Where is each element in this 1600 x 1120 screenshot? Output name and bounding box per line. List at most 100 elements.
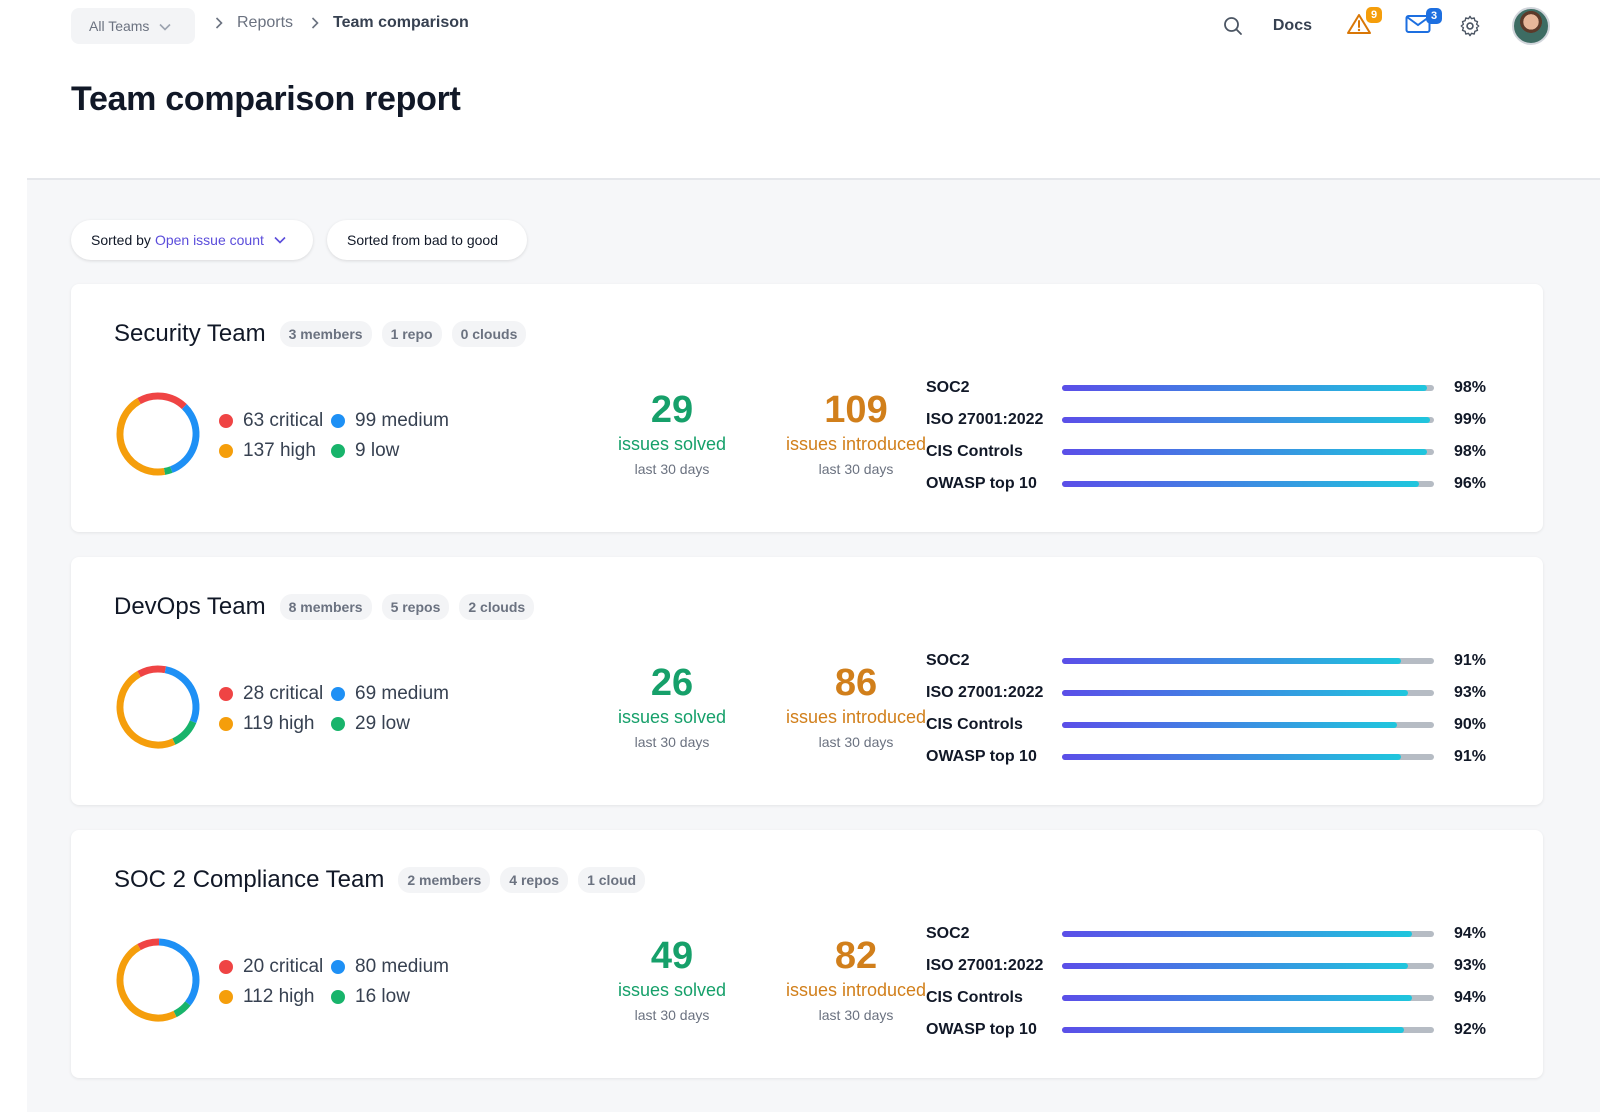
issues-solved-period: last 30 days (634, 1007, 710, 1023)
low-dot (331, 990, 345, 1004)
team-selector-label: All Teams (89, 18, 150, 34)
donut-segment-low (116, 392, 200, 476)
team-card-header: Security Team 3 members 1 repo 0 clouds (114, 320, 536, 348)
compliance-row: CIS Controls 94% (926, 982, 1486, 1014)
search-icon[interactable] (1221, 16, 1245, 36)
compliance-progress-bar (1061, 1027, 1435, 1033)
compliance-progress-bar (1061, 995, 1435, 1001)
severity-legend: 63 critical 99 medium 137 high 9 low (219, 406, 469, 466)
legend-critical: 20 critical (219, 956, 331, 978)
critical-dot (219, 414, 233, 428)
medium-dot (331, 687, 345, 701)
messages-button[interactable]: 3 (1402, 7, 1442, 39)
legend-critical: 63 critical (219, 410, 331, 432)
team-card[interactable]: DevOps Team 8 members 5 repos 2 clouds 2… (71, 557, 1543, 805)
compliance-percent: 90% (1453, 716, 1486, 733)
compliance-progress-fill (1061, 417, 1431, 423)
breadcrumb-reports[interactable]: Reports (237, 14, 294, 31)
team-name[interactable]: Security Team (114, 320, 266, 347)
legend-medium: 99 medium (331, 410, 449, 432)
medium-count: 80 medium (355, 956, 449, 977)
issues-introduced-stat: 82 issues introduced last 30 days (771, 934, 941, 1026)
repos-chip: 4 repos (500, 867, 569, 893)
team-name[interactable]: DevOps Team (114, 593, 266, 620)
issues-solved-stat: 29 issues solved last 30 days (587, 388, 757, 480)
donut-segment-low (116, 938, 200, 1022)
team-selector[interactable]: All Teams (71, 8, 195, 44)
critical-dot (219, 687, 233, 701)
issues-solved-stat: 49 issues solved last 30 days (587, 934, 757, 1026)
compliance-list: SOC2 98% ISO 27001:2022 99% CIS Controls… (926, 372, 1486, 500)
high-dot (219, 717, 233, 731)
legend-high: 137 high (219, 440, 331, 462)
clouds-chip: 2 clouds (459, 594, 535, 620)
issues-introduced-period: last 30 days (818, 1007, 894, 1023)
donut-segment-medium (116, 938, 200, 1022)
compliance-progress-fill (1061, 385, 1427, 391)
compliance-list: SOC2 94% ISO 27001:2022 93% CIS Controls… (926, 918, 1486, 1046)
legend-high: 119 high (219, 713, 331, 735)
clouds-chip: 0 clouds (451, 321, 527, 347)
donut-segment-critical (116, 938, 200, 1022)
donut-segment-high (116, 938, 200, 1022)
donut-segment-low (116, 665, 200, 749)
compliance-row: OWASP top 10 96% (926, 468, 1486, 500)
compliance-row: SOC2 91% (926, 645, 1486, 677)
framework-name: SOC2 (926, 379, 970, 396)
team-card[interactable]: Security Team 3 members 1 repo 0 clouds … (71, 284, 1543, 532)
legend-medium: 80 medium (331, 956, 449, 978)
framework-name: SOC2 (926, 652, 970, 669)
compliance-progress-bar (1061, 931, 1435, 937)
compliance-progress-bar (1061, 722, 1435, 728)
critical-dot (219, 960, 233, 974)
severity-legend: 20 critical 80 medium 112 high 16 low (219, 952, 469, 1012)
high-dot (219, 444, 233, 458)
issues-introduced-label: issues introduced (785, 980, 927, 1000)
issues-introduced-stat: 86 issues introduced last 30 days (771, 661, 941, 753)
warning-icon (1346, 13, 1372, 40)
compliance-row: ISO 27001:2022 93% (926, 950, 1486, 982)
alerts-button[interactable]: 9 (1344, 6, 1382, 40)
team-card[interactable]: SOC 2 Compliance Team 2 members 4 repos … (71, 830, 1543, 1078)
high-dot (219, 990, 233, 1004)
clouds-chip: 1 cloud (578, 867, 646, 893)
compliance-row: CIS Controls 98% (926, 436, 1486, 468)
compliance-percent: 98% (1453, 443, 1486, 460)
compliance-progress-fill (1061, 995, 1412, 1001)
top-actions: Docs 9 3 (1221, 6, 1512, 44)
issues-solved-stat: 26 issues solved last 30 days (587, 661, 757, 753)
compliance-progress-bar (1061, 385, 1435, 391)
compliance-progress-fill (1061, 1027, 1405, 1033)
sort-order-button[interactable]: Sorted from bad to good (327, 220, 527, 260)
compliance-percent: 91% (1453, 748, 1486, 765)
docs-link[interactable]: Docs (1272, 17, 1312, 34)
sort-by-dropdown[interactable]: Sorted by Open issue count (71, 220, 313, 260)
repos-chip: 5 repos (381, 594, 450, 620)
framework-name: SOC2 (926, 925, 970, 942)
severity-donut-chart (116, 392, 200, 476)
compliance-row: SOC2 94% (926, 918, 1486, 950)
compliance-row: SOC2 98% (926, 372, 1486, 404)
severity-donut-chart (116, 938, 200, 1022)
gear-icon[interactable] (1458, 15, 1482, 37)
compliance-progress-bar (1061, 658, 1435, 664)
compliance-percent: 99% (1453, 411, 1486, 428)
framework-name: CIS Controls (926, 989, 1023, 1006)
mail-icon (1405, 14, 1431, 39)
compliance-progress-fill (1061, 963, 1408, 969)
team-card-header: SOC 2 Compliance Team 2 members 4 repos … (114, 866, 655, 894)
donut-segment-medium (116, 665, 200, 749)
compliance-progress-bar (1061, 417, 1435, 423)
framework-name: CIS Controls (926, 443, 1023, 460)
framework-name: ISO 27001:2022 (926, 411, 1044, 428)
team-name[interactable]: SOC 2 Compliance Team (114, 866, 385, 893)
user-avatar[interactable] (1512, 7, 1550, 45)
critical-count: 63 critical (243, 410, 324, 431)
compliance-progress-bar (1061, 690, 1435, 696)
compliance-progress-bar (1061, 449, 1435, 455)
legend-high: 112 high (219, 986, 331, 1008)
issues-introduced-value: 109 (824, 389, 888, 431)
team-card-header: DevOps Team 8 members 5 repos 2 clouds (114, 593, 544, 621)
critical-count: 20 critical (243, 956, 324, 977)
page-title: Team comparison report (71, 80, 461, 118)
